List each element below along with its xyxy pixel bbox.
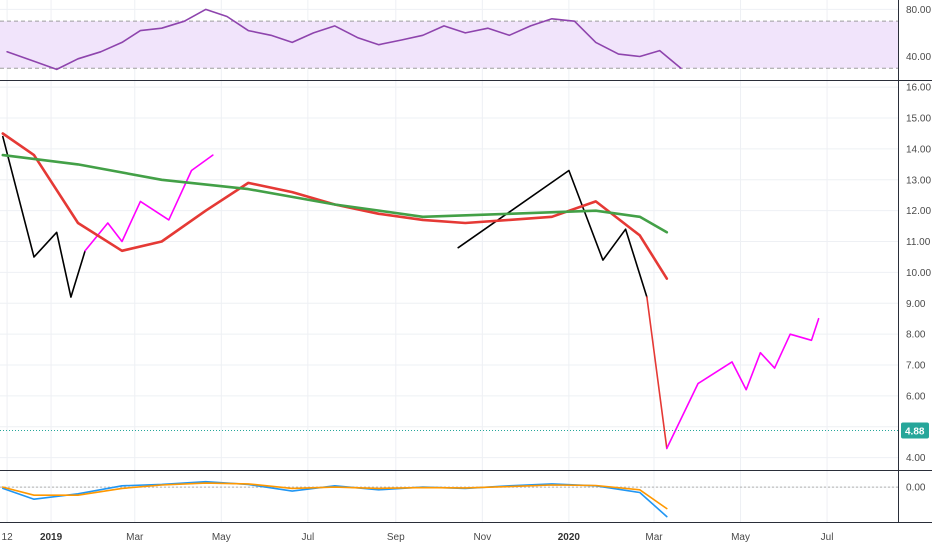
last-price-badge xyxy=(901,422,929,439)
macd-panel: 0.00 xyxy=(0,471,932,523)
x-tick-label: 2020 xyxy=(558,532,581,543)
price-y-tick-label: 15.00 xyxy=(906,114,931,125)
x-tick-label: Nov xyxy=(473,532,491,543)
x-tick-label: Mar xyxy=(645,532,663,543)
price-series-line xyxy=(1,153,669,234)
price-y-tick-label: 16.00 xyxy=(906,83,931,94)
price-series-line xyxy=(84,154,214,252)
price-y-tick-label: 10.00 xyxy=(906,268,931,279)
x-tick-label: May xyxy=(212,532,231,543)
x-tick-label: May xyxy=(731,532,750,543)
price-y-tick-label: 6.00 xyxy=(906,391,926,402)
x-tick-label: Jul xyxy=(821,532,834,543)
price-series-line xyxy=(646,296,668,450)
price-y-tick-label: 8.00 xyxy=(906,330,926,341)
x-tick-label: 2019 xyxy=(40,532,63,543)
rsi-y-tick-label: 40.00 xyxy=(906,52,931,63)
price-y-tick-label: 13.00 xyxy=(906,175,931,186)
price-series-line xyxy=(457,169,648,298)
rsi-y-tick-label: 80.00 xyxy=(906,5,931,16)
price-y-tick-label: 14.00 xyxy=(906,144,931,155)
macd-y-tick-label: 0.00 xyxy=(906,483,926,494)
price-series-line xyxy=(1,135,86,298)
x-tick-label: Jul xyxy=(301,532,314,543)
x-axis: 12 2019 Mar May Jul Sep Nov 2020 Mar May Jul xyxy=(2,532,834,543)
price-y-tick-label: 12.00 xyxy=(906,206,931,217)
x-tick-label: 12 xyxy=(2,532,14,543)
price-y-tick-label: 11.00 xyxy=(906,237,931,248)
price-y-tick-label: 7.00 xyxy=(906,361,926,372)
rsi-series-line xyxy=(6,8,682,71)
x-tick-label: Sep xyxy=(387,532,405,543)
price-series-line xyxy=(665,317,820,450)
macd-series-line xyxy=(1,482,668,510)
rsi-panel: 80.00 40.00 xyxy=(0,0,932,81)
price-y-tick-label: 9.00 xyxy=(906,299,926,310)
x-tick-label: Mar xyxy=(126,532,144,543)
last-price-label: 4.88 xyxy=(905,426,925,437)
price-y-tick-label: 4.00 xyxy=(906,453,926,464)
price-panel: 16.00 15.00 14.00 13.00 12.00 11.00 10.00 9.00 8… xyxy=(0,81,932,471)
